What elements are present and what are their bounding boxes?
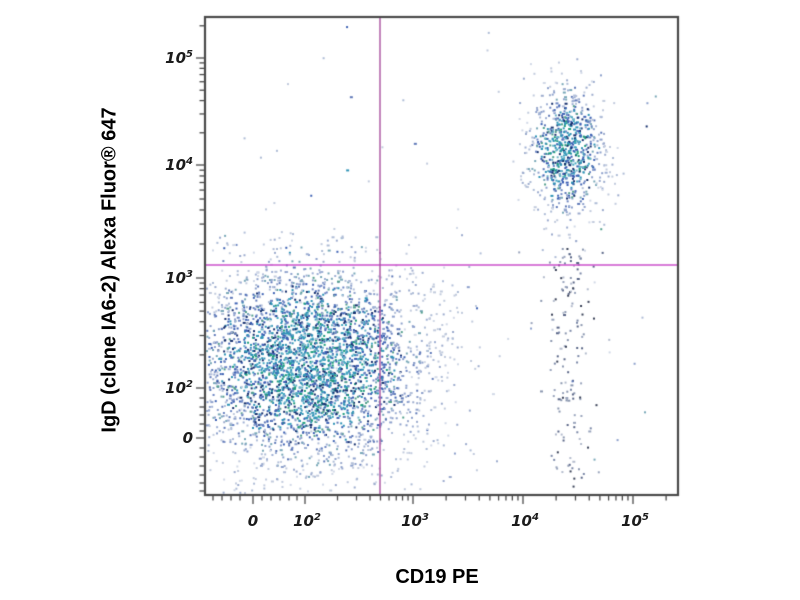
- x-tick-label-1e4: 104: [511, 512, 539, 530]
- x-tick-label-1e2: 102: [293, 512, 321, 530]
- y-tick-label-0: 0: [182, 429, 193, 447]
- x-axis-label: CD19 PE: [395, 566, 479, 588]
- x-tick-label-1e3: 103: [401, 512, 429, 530]
- y-tick-label-1e5: 105: [165, 49, 193, 67]
- y-tick-label-1e2: 102: [165, 379, 193, 397]
- y-tick-label-1e4: 104: [165, 156, 193, 174]
- x-tick-label-0: 0: [247, 512, 259, 530]
- x-tick-label-1e5: 105: [621, 512, 649, 530]
- y-axis-label: IgD (clone IA6-2) Alexa Fluor® 647: [98, 107, 121, 433]
- y-tick-label-1e3: 103: [165, 269, 193, 287]
